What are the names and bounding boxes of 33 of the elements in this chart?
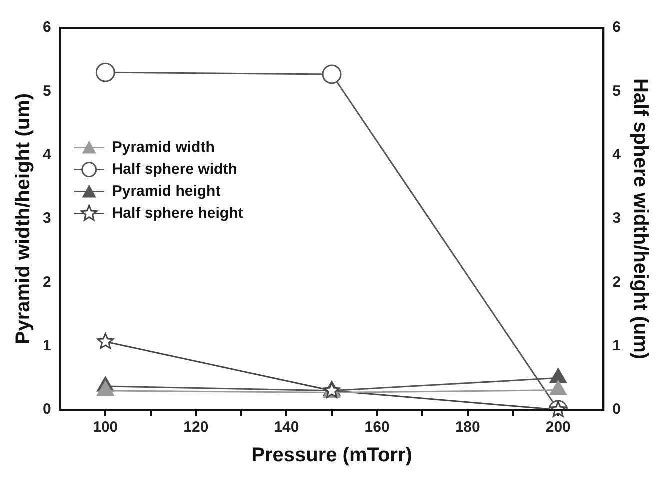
point — [97, 381, 114, 396]
legend-label: Pyramid height — [112, 182, 221, 200]
y2-tick-label: 4 — [612, 146, 622, 164]
y2-tick-label: 6 — [612, 19, 621, 36]
legend-label: Half sphere height — [112, 204, 244, 222]
y2-tick-label: 2 — [612, 274, 621, 291]
y-axis-title: Pyramid width/height (um) — [12, 93, 35, 345]
legend-label: Half sphere width — [112, 160, 238, 178]
y-tick-label: 1 — [43, 337, 52, 354]
x-tick-label: 180 — [455, 419, 480, 436]
y-tick-label: 0 — [43, 401, 52, 418]
y2-tick-label: 0 — [612, 401, 621, 418]
x-tick-label: 100 — [93, 419, 118, 436]
point — [550, 368, 567, 384]
x-tick-label: 200 — [546, 419, 571, 436]
point — [550, 380, 567, 396]
y-tick-label: 6 — [43, 19, 52, 36]
y-tick-label: 2 — [43, 274, 52, 291]
point — [322, 64, 342, 84]
legend-label: Pyramid width — [112, 138, 215, 156]
y2-tick-label: 1 — [612, 337, 621, 354]
x-tick-label: 160 — [364, 419, 390, 436]
y-tick-label: 4 — [43, 146, 52, 164]
point — [97, 333, 114, 350]
y2-tick-label: 3 — [612, 210, 621, 228]
y-tick-label: 3 — [43, 210, 52, 228]
x-tick-label: 120 — [184, 419, 209, 436]
point — [96, 62, 116, 82]
y-tick-label: 5 — [43, 82, 52, 100]
y2-axis-title: Half sphere width/height (um) — [629, 78, 652, 360]
x-tick-label: 140 — [274, 419, 300, 436]
y2-tick-label: 5 — [612, 82, 621, 100]
x-axis-title: Pressure (mTorr) — [252, 444, 412, 467]
